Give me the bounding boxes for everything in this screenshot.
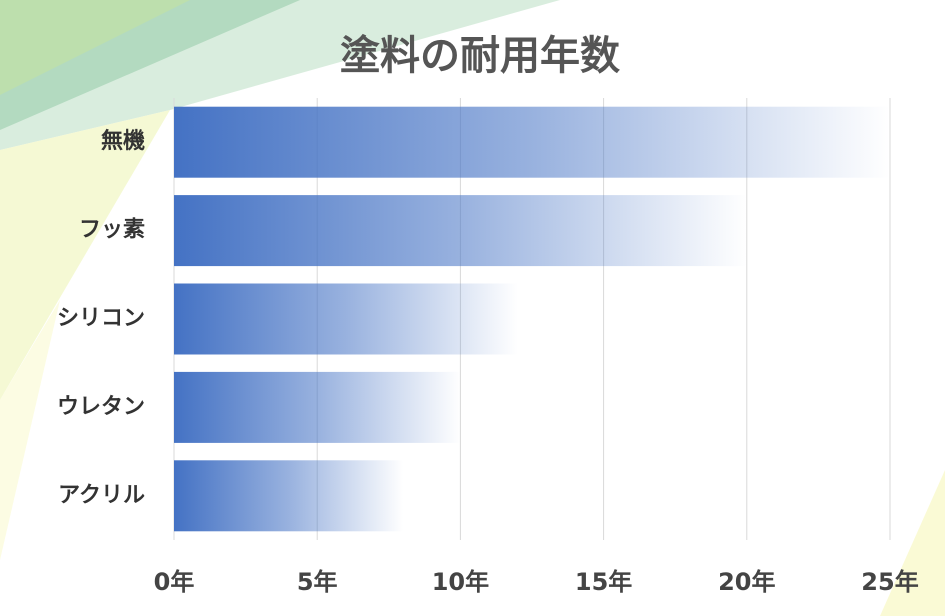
x-tick-label: 5年 <box>297 568 338 596</box>
x-tick-label: 0年 <box>154 568 195 596</box>
bar <box>174 371 461 443</box>
bar <box>174 460 404 532</box>
y-tick-label: ウレタン <box>57 394 145 419</box>
bar <box>174 195 747 267</box>
x-tick-label: 20年 <box>718 568 775 596</box>
y-tick-label: フッ素 <box>79 217 145 243</box>
x-tick-label: 25年 <box>861 568 918 596</box>
y-tick-label: シリコン <box>57 306 145 331</box>
chart-title: 塗料の耐用年数 <box>340 33 620 79</box>
bar <box>174 106 890 178</box>
bar <box>174 283 518 355</box>
y-tick-label: 無機 <box>101 128 145 154</box>
x-tick-label: 15年 <box>575 568 632 596</box>
x-tick-label: 10年 <box>432 568 489 596</box>
y-tick-label: アクリル <box>58 483 145 508</box>
